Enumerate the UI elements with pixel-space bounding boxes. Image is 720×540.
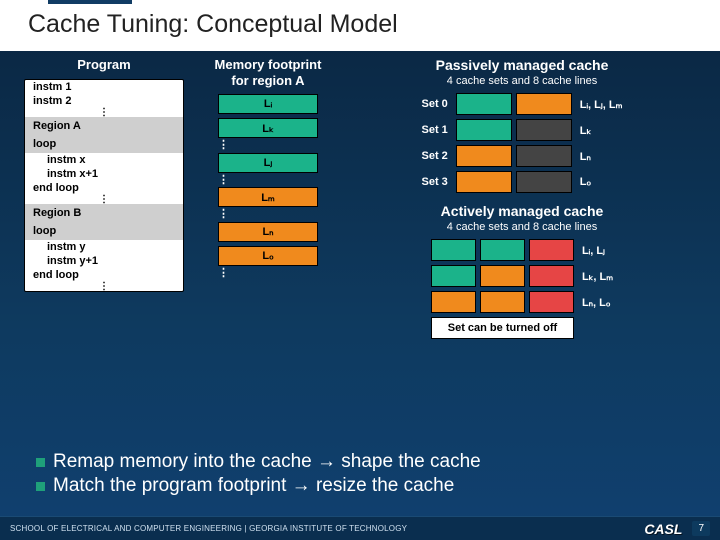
passive-row (456, 119, 572, 141)
footer-right: CASL 7 (644, 521, 710, 537)
bullet-text: Remap memory into the cache → shape the … (53, 451, 481, 473)
memory-header: Memory footprint for region A (215, 57, 322, 88)
passive-set-label: Set 0 (421, 93, 447, 115)
program-instr: end loop (25, 268, 183, 282)
title-bar: Cache Tuning: Conceptual Model (0, 0, 720, 51)
bullets: Remap memory into the cache → shape the … (36, 451, 720, 497)
passive-right-labels: Lᵢ, Lⱼ, Lₘ Lₖ Lₙ Lₒ (580, 93, 623, 193)
right-side: Passively managed cache 4 cache sets and… (352, 57, 692, 339)
active-cell (431, 291, 476, 313)
slide-title: Cache Tuning: Conceptual Model (28, 10, 708, 39)
program-instr: instm y (25, 240, 183, 254)
active-row (431, 265, 574, 287)
active-cell (480, 291, 525, 313)
footer: SCHOOL OF ELECTRICAL AND COMPUTER ENGINE… (0, 516, 720, 540)
program-dots: ⋮ (25, 282, 183, 291)
program-instr: instm y+1 (25, 254, 183, 268)
program-instr: instm 2 (25, 94, 183, 108)
active-cell (480, 265, 525, 287)
passive-row (456, 93, 572, 115)
memory-dots: ⋮ (218, 270, 318, 277)
memory-cells: Lᵢ Lₖ ⋮ Lⱼ ⋮ Lₘ ⋮ Lₙ Lₒ ⋮ (218, 94, 318, 280)
passive-cell (516, 145, 572, 167)
active-right-label: Lₖ, Lₘ (582, 265, 613, 287)
passive-right-label: Lₖ (580, 119, 623, 141)
memory-cell: Lⱼ (218, 153, 318, 173)
bullet-square-icon (36, 482, 45, 491)
memory-dots: ⋮ (218, 211, 318, 218)
passive-right-label: Lₙ (580, 145, 623, 167)
program-region-label: Region A (25, 117, 183, 135)
passive-right-label: Lᵢ, Lⱼ, Lₘ (580, 93, 623, 115)
memory-dots: ⋮ (218, 177, 318, 184)
passive-row (456, 145, 572, 167)
program-dots: ⋮ (25, 195, 183, 204)
program-instr: instm x (25, 153, 183, 167)
memory-header-l2: for region A (231, 73, 304, 88)
bullet-square-icon (36, 458, 45, 467)
passive-grid (456, 93, 572, 193)
active-cell (529, 239, 574, 261)
passive-set-label: Set 2 (421, 145, 447, 167)
active-title: Actively managed cache (352, 203, 692, 219)
passive-set-labels: Set 0 Set 1 Set 2 Set 3 (421, 93, 447, 193)
memory-cell: Lₒ (218, 246, 318, 266)
active-cell (529, 265, 574, 287)
active-right-label: Lᵢ, Lⱼ (582, 239, 613, 261)
program-instr: end loop (25, 181, 183, 195)
active-row (431, 239, 574, 261)
active-cell (529, 291, 574, 313)
passive-cell (516, 93, 572, 115)
passive-cache-block: Passively managed cache 4 cache sets and… (352, 57, 692, 193)
bullet: Remap memory into the cache → shape the … (36, 451, 720, 473)
passive-row (456, 171, 572, 193)
memory-header-l1: Memory footprint (215, 57, 322, 72)
passive-cell (456, 171, 512, 193)
active-subtitle: 4 cache sets and 8 cache lines (352, 221, 692, 233)
footer-logo: CASL (644, 521, 682, 537)
program-loop-label: loop (25, 222, 183, 240)
active-off-row: Set can be turned off (431, 317, 574, 339)
active-right-spacer (582, 317, 613, 339)
passive-right-label: Lₒ (580, 171, 623, 193)
passive-title: Passively managed cache (352, 57, 692, 73)
passive-set-label: Set 1 (421, 119, 447, 141)
passive-cell (456, 119, 512, 141)
passive-cell (456, 93, 512, 115)
active-row (431, 291, 574, 313)
memory-cell: Lᵢ (218, 94, 318, 114)
program-box: instm 1instm 2⋮Region Aloopinstm xinstm … (24, 79, 184, 292)
program-dots: ⋮ (25, 108, 183, 117)
memory-dots: ⋮ (218, 142, 318, 149)
bullet: Match the program footprint → resize the… (36, 475, 720, 497)
active-grid: Set can be turned off (431, 239, 574, 339)
memory-column: Memory footprint for region A Lᵢ Lₖ ⋮ Lⱼ ⋮ Lₘ… (206, 57, 330, 281)
bullet-text: Match the program footprint → resize the… (53, 475, 454, 497)
program-region-label: Region B (25, 204, 183, 222)
diagram-area: Program instm 1instm 2⋮Region Aloopinstm… (24, 57, 700, 445)
program-header: Program (77, 57, 130, 73)
passive-cell (516, 119, 572, 141)
footer-text: SCHOOL OF ELECTRICAL AND COMPUTER ENGINE… (10, 524, 407, 533)
program-loop-label: loop (25, 135, 183, 153)
active-cell (431, 265, 476, 287)
footer-page: 7 (692, 521, 710, 536)
active-cache-block: Actively managed cache 4 cache sets and … (352, 203, 692, 339)
memory-cell: Lₖ (218, 118, 318, 138)
program-instr: instm 1 (25, 80, 183, 94)
program-instr: instm x+1 (25, 167, 183, 181)
passive-cell (516, 171, 572, 193)
passive-subtitle: 4 cache sets and 8 cache lines (352, 75, 692, 87)
passive-cell (456, 145, 512, 167)
active-right-labels: Lᵢ, Lⱼ Lₖ, Lₘ Lₙ, Lₒ (582, 239, 613, 339)
program-column: Program instm 1instm 2⋮Region Aloopinstm… (24, 57, 184, 292)
active-cell (480, 239, 525, 261)
active-cell (431, 239, 476, 261)
passive-set-label: Set 3 (421, 171, 447, 193)
memory-cell: Lₘ (218, 187, 318, 207)
active-right-label: Lₙ, Lₒ (582, 291, 613, 313)
memory-cell: Lₙ (218, 222, 318, 242)
